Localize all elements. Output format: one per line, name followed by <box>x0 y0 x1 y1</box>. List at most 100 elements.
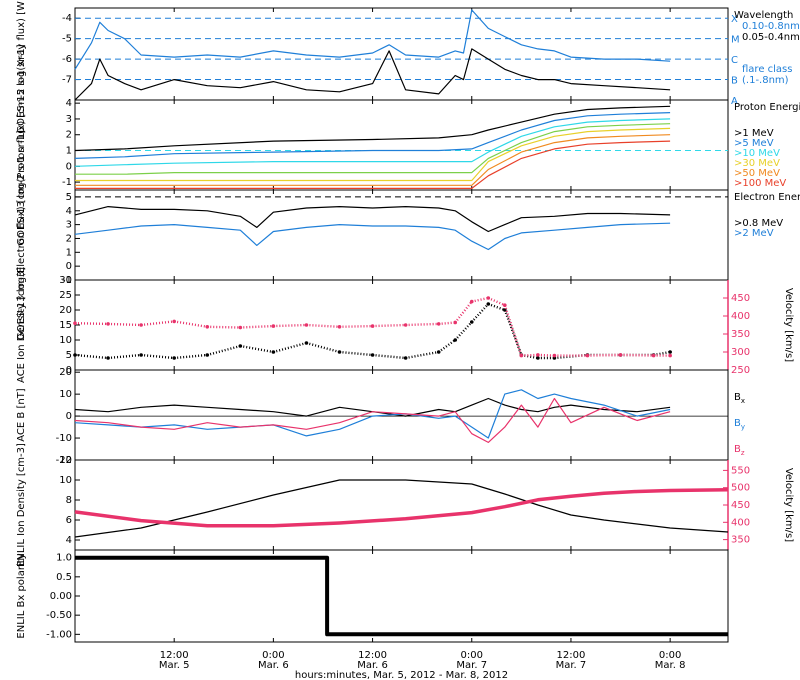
series-line-black <box>74 397 671 417</box>
y-tick-label: 5 <box>66 192 72 203</box>
legend-entry-black: >0.8 MeV <box>734 218 783 229</box>
y-axis-label: ACE B [nT] <box>16 388 27 442</box>
series-line-blue <box>74 9 671 70</box>
y-tick-label: 25 <box>59 290 72 301</box>
data-point <box>668 353 672 358</box>
y-tick-label: -0.50 <box>46 610 72 621</box>
data-trace <box>74 322 109 326</box>
data-trace <box>470 303 490 323</box>
data-point <box>453 320 458 325</box>
y-tick-label: 4 <box>66 535 72 546</box>
legend-label: >1 MeV <box>734 128 774 139</box>
panels-layer: -4 -5 -6 -7 GOES-15 log(Xray flux) [W m-2] XM… <box>16 0 800 643</box>
legend-entry-blue: >2 MeV <box>734 228 774 239</box>
x-tick-time: 12:00 <box>358 650 387 661</box>
y2-tick-label: 500 <box>731 483 750 494</box>
data-trace <box>174 353 208 360</box>
series-line-blue <box>74 112 671 159</box>
y-tick-label: 0 <box>66 161 72 172</box>
flare-class-label: B <box>731 76 738 87</box>
data-trace <box>620 353 654 357</box>
y-tick-label: 30 <box>59 275 72 286</box>
y-tick-label: 0.00 <box>50 591 72 602</box>
y2-tick-label: 400 <box>731 517 750 528</box>
x-axis-title: hours:minutes, Mar. 5, 2012 - Mar. 8, 20… <box>295 670 508 680</box>
data-trace <box>487 296 506 307</box>
y-tick-label: 20 <box>59 305 72 316</box>
data-trace <box>372 323 406 328</box>
y-tick-label: 3 <box>66 114 72 125</box>
data-trace <box>107 353 142 360</box>
legend-entry-black: >1 MeV <box>734 128 774 139</box>
y2-tick-label: 450 <box>731 293 750 304</box>
series-line-black <box>74 479 729 538</box>
y-tick-label: 10 <box>59 475 72 486</box>
data-trace <box>141 353 175 360</box>
y-tick-label: -6 <box>62 54 72 65</box>
panel-frame <box>74 189 729 281</box>
panel-ace-density-velocity: 30 25 20 15 10 5 0 450 400 350 300 250 Velocity [km/… <box>16 267 794 383</box>
data-trace <box>140 320 175 327</box>
y-tick-label: 3 <box>66 220 72 231</box>
series-line-pink <box>74 397 671 443</box>
y2-axis-label: Velocity [km/s] <box>783 288 794 362</box>
legend-entry-black: 0.05-0.4nm <box>742 32 800 43</box>
x-tick-date: Mar. 5 <box>159 660 190 671</box>
flare-class-label: A <box>731 96 738 107</box>
panel-frame <box>74 459 729 551</box>
data-trace <box>537 353 555 357</box>
data-trace <box>438 321 456 326</box>
y2-tick-label: 350 <box>731 329 750 340</box>
series-line-blue <box>74 389 671 439</box>
data-trace <box>240 344 274 354</box>
y-axis-label: GOES-15 log(Xray flux) [W m-2] <box>16 0 27 134</box>
y-tick-label: 0.5 <box>56 572 72 583</box>
y-axis-label: ACE Ion Density [cm-3] <box>16 267 27 383</box>
y-tick-label: 4 <box>66 206 72 217</box>
y-tick-label: 1 <box>66 146 72 157</box>
y-tick-label: 10 <box>59 335 72 346</box>
x-tick-time: 12:00 <box>160 650 189 661</box>
panel-goes15-xray: -4 -5 -6 -7 GOES-15 log(Xray flux) [W m-2] XM… <box>16 0 800 134</box>
series-line-cyan <box>74 118 671 167</box>
y2-tick-label: 300 <box>731 347 750 358</box>
flare-class-label: M <box>731 35 740 46</box>
legend-subscript: z <box>741 449 745 457</box>
y-tick-label: 2 <box>66 130 72 141</box>
data-trace <box>74 353 109 360</box>
series-line-green <box>75 123 671 175</box>
data-trace <box>339 350 373 357</box>
panel-goes13-proton: 4 3 2 1 0 -1 GOES-13 log(Proton flux) [cm-2 s-… <box>16 44 800 245</box>
data-trace <box>454 300 473 324</box>
flare-class-range: (.1-.8nm) <box>742 75 789 86</box>
data-trace <box>454 321 473 341</box>
data-trace <box>653 350 671 357</box>
data-trace <box>554 353 588 360</box>
legend-entry-pink: Bz <box>734 444 745 457</box>
data-trace <box>339 324 373 328</box>
series-line-black <box>74 206 671 233</box>
y-axis-label: ENLIL Ion Density [cm-3] <box>16 443 27 567</box>
legend-label: >30 MeV <box>734 158 780 169</box>
y-tick-label: 0 <box>66 365 72 376</box>
x-tick-date: Mar. 8 <box>655 660 686 671</box>
x-tick-time: 12:00 <box>557 650 586 661</box>
legend-label: >100 MeV <box>734 178 786 189</box>
y2-tick-label: 250 <box>731 365 750 376</box>
legend-entry-red: >100 MeV <box>734 178 786 189</box>
x-tick-date: Mar. 6 <box>357 660 388 671</box>
x-tick-date: Mar. 7 <box>456 660 487 671</box>
y-tick-label: 0 <box>66 261 72 272</box>
data-trace <box>587 353 621 357</box>
legend-entry-blue: >5 MeV <box>734 138 774 149</box>
data-trace <box>273 323 307 328</box>
y-tick-label: -20 <box>56 455 72 466</box>
legend-title: Electron Energies <box>734 192 800 203</box>
flare-class-label: C <box>731 55 738 66</box>
y-tick-label: 12 <box>59 455 72 466</box>
series-line-blue <box>74 222 671 251</box>
series-pink <box>73 296 672 358</box>
